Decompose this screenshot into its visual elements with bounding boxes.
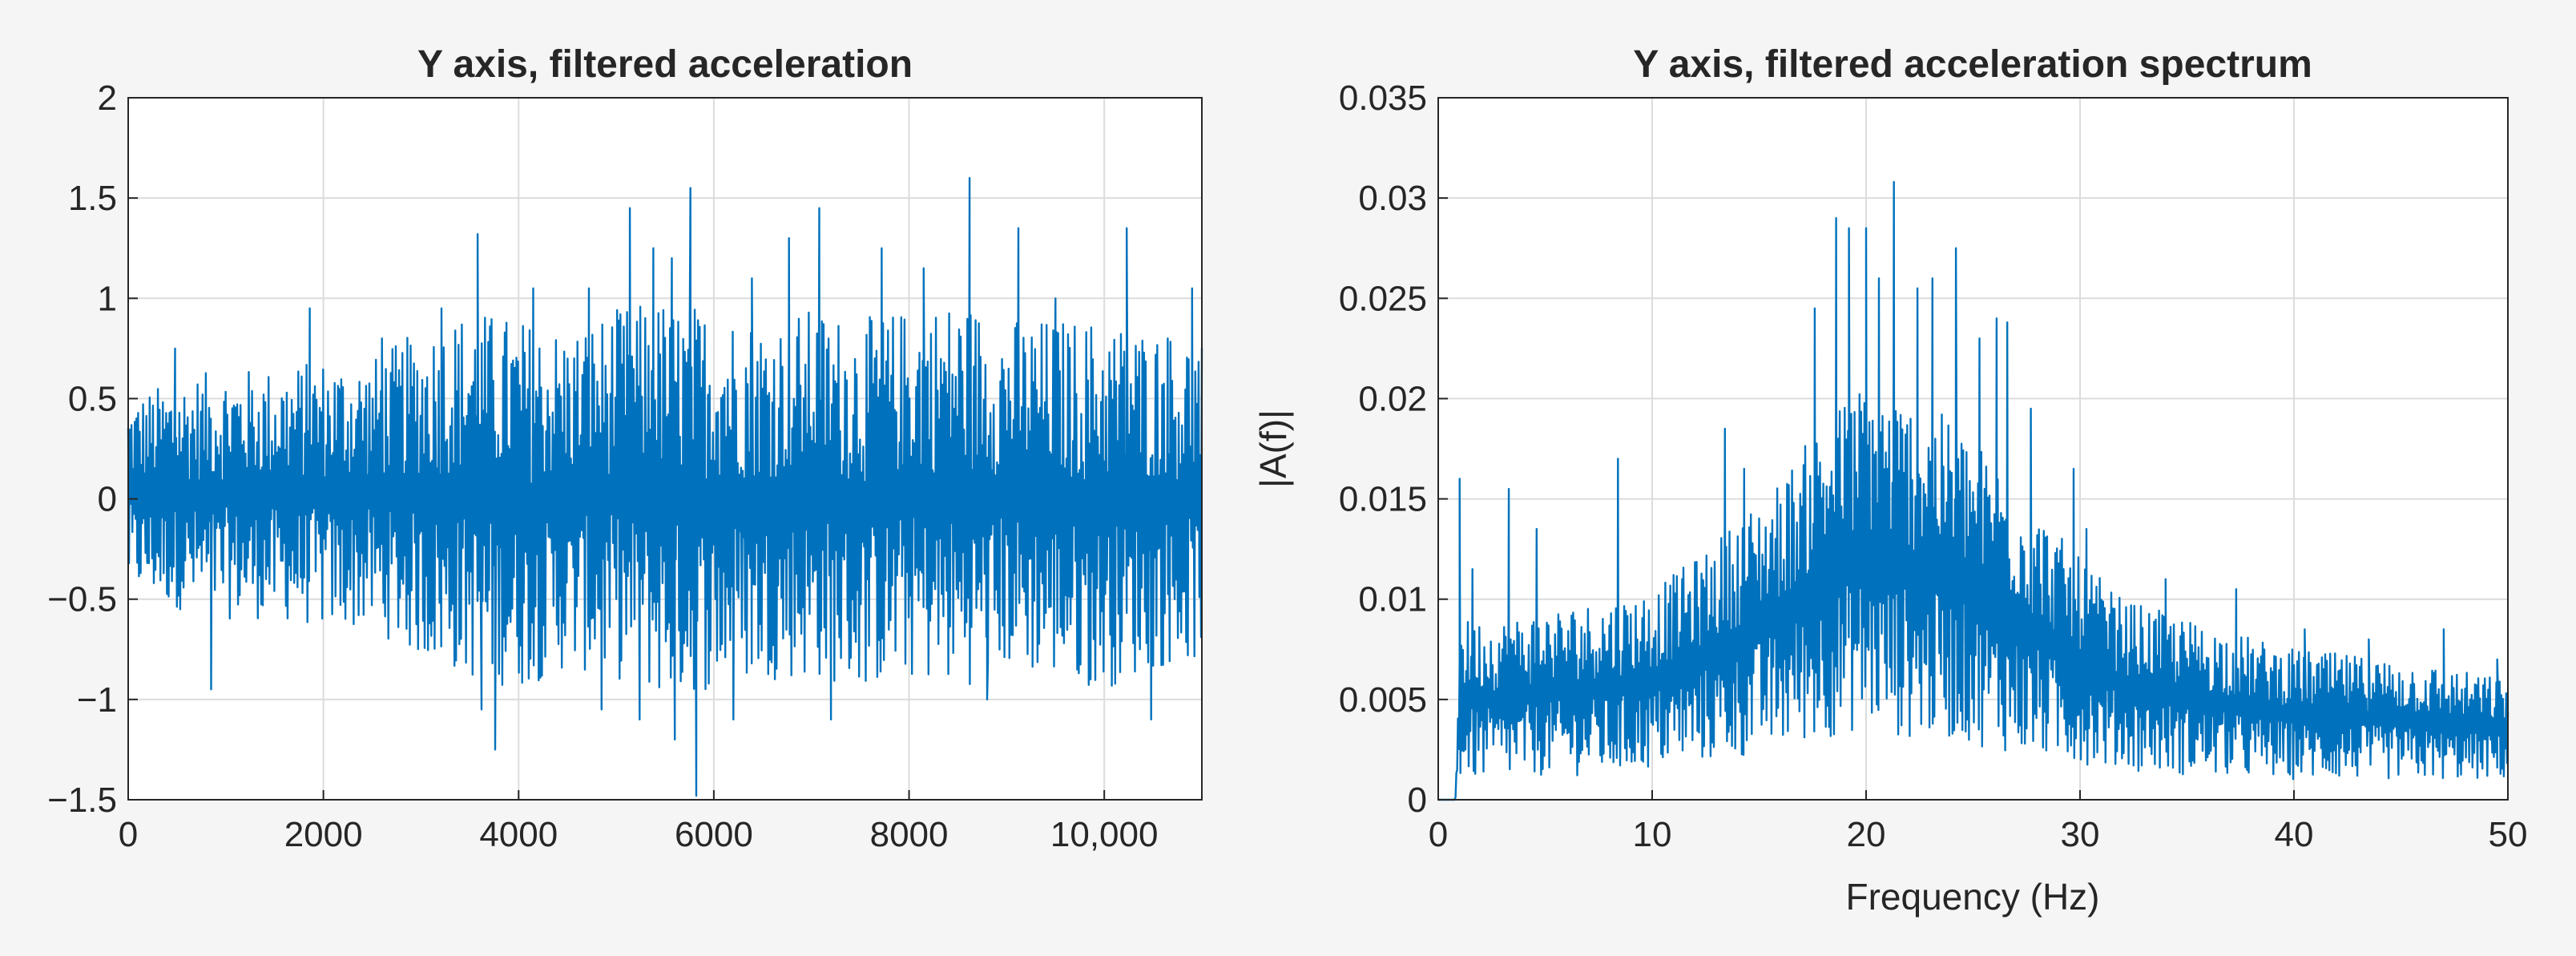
x-tick-label: 0 — [1429, 815, 1448, 854]
plot-frame — [127, 97, 1203, 801]
x-tick-label: 40 — [2275, 815, 2314, 854]
data-series — [1437, 180, 2509, 801]
y-ticks: −1.5 −1 −0.5 0 0.5 1 1.5 2 — [47, 79, 138, 820]
y-tick-label: 0.5 — [68, 379, 117, 418]
x-axis-label: Frequency (Hz) — [1846, 876, 2100, 918]
y-tick-label: 2 — [98, 79, 117, 118]
y-tick-label: 0.01 — [1358, 580, 1427, 619]
y-tick-label: 0.025 — [1339, 279, 1427, 318]
y-tick-label: 0.03 — [1358, 179, 1427, 218]
time-domain-chart: 0 2000 4000 6000 8000 10,000 −1.5 −1 −0.5 0 0.5 1 1… — [47, 43, 1203, 854]
x-tick-label: 6000 — [675, 815, 753, 854]
y-tick-label: 0.02 — [1358, 379, 1427, 418]
y-tick-label: 0.015 — [1339, 480, 1427, 519]
x-tick-label: 10 — [1633, 815, 1672, 854]
plot-frame — [1437, 97, 2509, 801]
y-tick-label: −0.5 — [47, 580, 117, 619]
y-tick-label: 0 — [1408, 781, 1427, 820]
y-ticks: 0 0.005 0.01 0.015 0.02 0.025 0.03 0.035 — [1339, 79, 1448, 820]
x-tick-label: 4000 — [479, 815, 558, 854]
x-tick-label: 8000 — [870, 815, 949, 854]
y-tick-label: 1.5 — [68, 179, 117, 218]
y-tick-label: −1 — [77, 680, 117, 720]
x-ticks: 0 10 20 30 40 50 — [1429, 790, 2528, 854]
x-tick-label: 2000 — [284, 815, 363, 854]
y-axis-label: |A(f)| — [1252, 409, 1294, 488]
x-ticks: 0 2000 4000 6000 8000 10,000 — [119, 790, 1159, 854]
x-tick-label: 20 — [1847, 815, 1886, 854]
y-tick-label: 0 — [98, 480, 117, 519]
x-tick-label: 50 — [2489, 815, 2528, 854]
spectrum-chart: 0 10 20 30 40 50 0 0.005 0.01 0.015 0.02 0.025 0.03… — [1252, 43, 2527, 918]
series-line — [1437, 180, 2509, 801]
y-tick-label: −1.5 — [47, 781, 117, 820]
series-line — [127, 176, 1203, 797]
chart-title: Y axis, filtered acceleration — [417, 43, 913, 86]
y-tick-label: 0.035 — [1339, 79, 1427, 118]
y-tick-label: 0.005 — [1339, 680, 1427, 720]
chart-title: Y axis, filtered acceleration spectrum — [1633, 43, 2312, 86]
x-tick-label: 30 — [2061, 815, 2100, 854]
x-tick-label: 0 — [119, 815, 138, 854]
x-tick-label: 10,000 — [1050, 815, 1159, 854]
y-tick-label: 1 — [98, 279, 117, 318]
data-series — [127, 176, 1203, 797]
